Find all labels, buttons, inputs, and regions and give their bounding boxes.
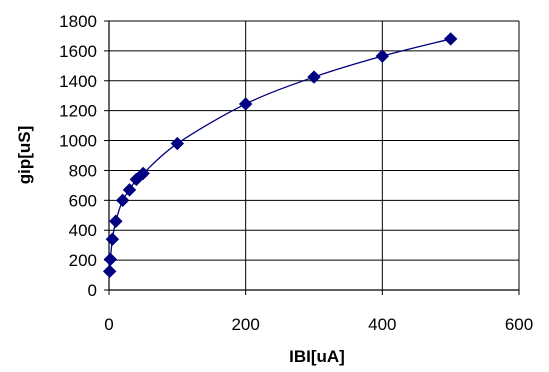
y-tick-label: 600 [69,191,97,210]
y-tick-label: 1200 [59,102,97,121]
y-tick-label: 1800 [59,12,97,31]
y-tick-label: 400 [69,221,97,240]
x-tick-label: 400 [368,315,396,334]
data-point [109,214,123,228]
x-tick-label: 600 [505,315,533,334]
y-tick-label: 1000 [59,132,97,151]
data-point [105,232,120,246]
x-tick-label: 200 [231,315,259,334]
gridlines [108,20,520,291]
y-tick-label: 800 [69,161,97,180]
data-points [102,32,458,279]
x-tick-label: 0 [104,315,113,334]
data-point [122,183,137,197]
y-tick-label: 1600 [59,42,97,61]
y-axis-title: gip[uS] [15,126,34,185]
data-point [238,97,253,111]
y-tick-label: 1400 [59,72,97,91]
data-point [115,193,130,208]
x-tick-labels: 0 200 400 600 [104,315,533,334]
data-point [443,32,458,46]
data-point [103,252,118,267]
data-point [102,264,117,279]
trendline [109,38,451,272]
data-point [375,49,390,63]
x-axis-title: IBI[uA] [289,347,345,366]
y-tick-label: 200 [69,251,97,270]
axes [104,20,520,295]
data-point [136,166,150,181]
data-point [129,172,144,187]
data-point [307,70,321,84]
y-tick-label: 0 [88,281,97,300]
data-point [170,136,185,151]
trendline-path [109,38,451,272]
y-tick-labels: 0 200 400 600 800 1000 1200 1400 1600 1800 [59,12,97,300]
